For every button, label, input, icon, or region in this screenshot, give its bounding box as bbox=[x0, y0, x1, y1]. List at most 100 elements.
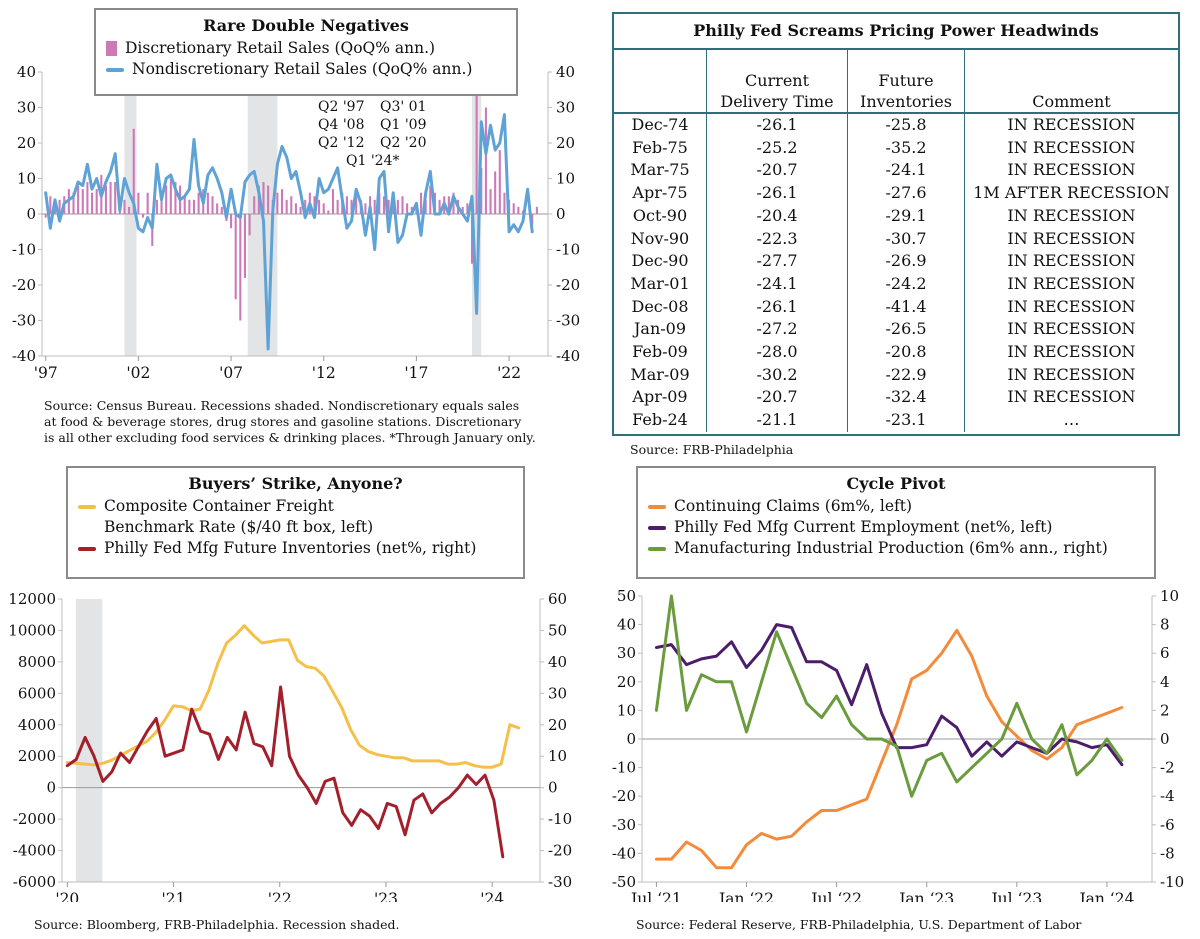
discretionary-bar bbox=[165, 185, 168, 214]
table-row: Jan-09 -27.2 -26.5 IN RECESSION bbox=[614, 318, 1178, 342]
left-tick-label: -10 bbox=[612, 759, 636, 777]
discretionary-bar bbox=[494, 171, 497, 214]
table-title: Philly Fed Screams Pricing Power Headwin… bbox=[614, 14, 1178, 50]
left-tick-label: -50 bbox=[612, 873, 636, 891]
discretionary-bar bbox=[419, 192, 423, 214]
recession-shade bbox=[75, 599, 103, 882]
industrial-production-line bbox=[654, 594, 1124, 798]
left-tick-label: -6000 bbox=[13, 873, 56, 891]
discretionary-bar bbox=[466, 203, 469, 214]
x-tick-label: '07 bbox=[219, 364, 243, 382]
right-tick-label: -20 bbox=[556, 276, 580, 294]
discretionary-bar bbox=[86, 182, 89, 214]
table-header-delivery-time: Current Delivery Time bbox=[706, 50, 848, 114]
discretionary-bar bbox=[267, 185, 270, 214]
discretionary-bar bbox=[336, 199, 339, 214]
table-cell-date: Apr-75 bbox=[632, 183, 688, 203]
x-tick-label: Jan ‘22 bbox=[717, 890, 774, 902]
discretionary-bar bbox=[350, 199, 353, 214]
discretionary-bar bbox=[345, 196, 348, 214]
discretionary-bar bbox=[290, 196, 293, 214]
left-tick-label: -40 bbox=[12, 347, 36, 365]
table-row: Dec-08 -26.1 -41.4 IN RECESSION bbox=[614, 295, 1178, 319]
discretionary-bar bbox=[475, 86, 478, 214]
right-tick-label: -2 bbox=[1160, 759, 1175, 777]
table-cell-delivery-time: -24.1 bbox=[706, 272, 848, 296]
annotation-q2-20: Q2 '20 bbox=[380, 135, 427, 151]
discretionary-bar bbox=[406, 203, 409, 214]
retail-source-line-1: Source: Census Bureau. Recessions shaded… bbox=[44, 398, 520, 413]
discretionary-bar bbox=[239, 214, 242, 321]
discretionary-bar bbox=[480, 167, 483, 214]
x-tick-label: '22 bbox=[268, 890, 292, 902]
retail-chart-title: Rare Double Negatives bbox=[203, 16, 409, 35]
table-cell-comment: IN RECESSION bbox=[964, 386, 1178, 410]
discretionary-bar bbox=[243, 214, 246, 278]
left-tick-label: 12000 bbox=[8, 590, 56, 608]
discretionary-bar bbox=[452, 192, 455, 214]
x-tick-label: '24 bbox=[480, 890, 504, 902]
legend-item-nondiscretionary: Nondiscretionary Retail Sales (QoQ% ann.… bbox=[106, 59, 506, 80]
table-cell-date: Feb-75 bbox=[632, 137, 688, 157]
discretionary-bar bbox=[429, 185, 432, 214]
table-cell-date: Apr-09 bbox=[632, 387, 688, 407]
discretionary-bar bbox=[262, 182, 265, 214]
retail-source-line-2: at food & beverage stores, drug stores a… bbox=[44, 414, 522, 429]
right-tick-label: 0 bbox=[1160, 730, 1170, 748]
table-row: Oct-90 -20.4 -29.1 IN RECESSION bbox=[614, 204, 1178, 228]
freight-source: Source: Bloomberg, FRB-Philadelphia. Rec… bbox=[34, 917, 400, 932]
left-tick-label: -30 bbox=[12, 312, 36, 330]
legend-label-employment: Philly Fed Mfg Current Employment (net%,… bbox=[674, 518, 1053, 536]
discretionary-bar bbox=[53, 206, 57, 214]
cycle-legend: Cycle Pivot Continuing Claims (6m%, left… bbox=[636, 466, 1156, 579]
discretionary-bar bbox=[364, 203, 367, 214]
discretionary-bar bbox=[211, 196, 214, 214]
retail-annotation: Q2 '97 Q3' 01 Q4 '08 Q1 '09 Q2 '12 Q2 '20 Q… bbox=[318, 98, 427, 170]
x-tick-label: '12 bbox=[312, 364, 336, 382]
legend-label-production: Manufacturing Industrial Production (6m%… bbox=[674, 539, 1108, 557]
discretionary-bar bbox=[484, 107, 487, 214]
legend-label-claims: Continuing Claims (6m%, left) bbox=[674, 497, 913, 515]
table-row: Feb-75 -25.2 -35.2 IN RECESSION bbox=[614, 136, 1178, 160]
right-tick-label: -20 bbox=[548, 842, 572, 860]
discretionary-bar bbox=[49, 196, 52, 214]
table-cell-comment: IN RECESSION bbox=[964, 227, 1178, 251]
left-tick-label: 2000 bbox=[18, 747, 56, 765]
right-tick-label: 40 bbox=[548, 653, 567, 671]
right-tick-label: -10 bbox=[548, 810, 572, 828]
table-cell-delivery-time: -20.4 bbox=[706, 204, 848, 228]
table-body: Dec-74 -26.1 -25.8 IN RECESSION Feb-75 -25.2-… bbox=[614, 113, 1178, 432]
right-tick-label: -8 bbox=[1160, 844, 1175, 862]
table-cell-future-inventories: -26.5 bbox=[847, 318, 965, 342]
legend-item-discretionary: Discretionary Retail Sales (QoQ% ann.) bbox=[106, 38, 506, 59]
legend-label-nondiscretionary: Nondiscretionary Retail Sales (QoQ% ann.… bbox=[132, 60, 473, 78]
table-cell-date: Dec-08 bbox=[631, 296, 689, 316]
table-cell-delivery-time: -20.7 bbox=[706, 386, 848, 410]
left-tick-label: 30 bbox=[17, 99, 36, 117]
table-cell-comment: IN RECESSION bbox=[964, 113, 1178, 137]
right-tick-label: 6 bbox=[1160, 644, 1170, 662]
x-tick-label: Jan ‘24 bbox=[1077, 890, 1134, 902]
left-tick-label: 30 bbox=[617, 644, 636, 662]
discretionary-bar bbox=[81, 189, 84, 214]
table-cell-delivery-time: -26.1 bbox=[706, 182, 848, 205]
right-tick-label: 40 bbox=[556, 63, 575, 81]
discretionary-bar bbox=[234, 214, 237, 300]
discretionary-bar bbox=[304, 199, 307, 214]
table-cell-comment: IN RECESSION bbox=[964, 272, 1178, 296]
right-tick-label: -10 bbox=[556, 241, 580, 259]
table-cell-delivery-time: -26.1 bbox=[706, 295, 848, 319]
right-tick-label: -40 bbox=[556, 347, 580, 365]
table-cell-comment: … bbox=[964, 409, 1178, 432]
x-tick-label: '21 bbox=[162, 890, 186, 902]
claims-swatch bbox=[648, 505, 666, 509]
discretionary-bar bbox=[438, 199, 441, 214]
cycle-chart: -50-40-30-20-1001020304050-10-8-6-4-2024… bbox=[612, 587, 1184, 902]
right-tick-label: 0 bbox=[556, 205, 566, 223]
discretionary-bar bbox=[104, 185, 107, 214]
table-cell-delivery-time: -28.0 bbox=[706, 341, 848, 364]
discretionary-bar bbox=[503, 192, 506, 214]
table-cell-future-inventories: -24.2 bbox=[847, 272, 965, 296]
discretionary-bar bbox=[498, 150, 501, 214]
nondiscretionary-swatch bbox=[106, 68, 124, 72]
